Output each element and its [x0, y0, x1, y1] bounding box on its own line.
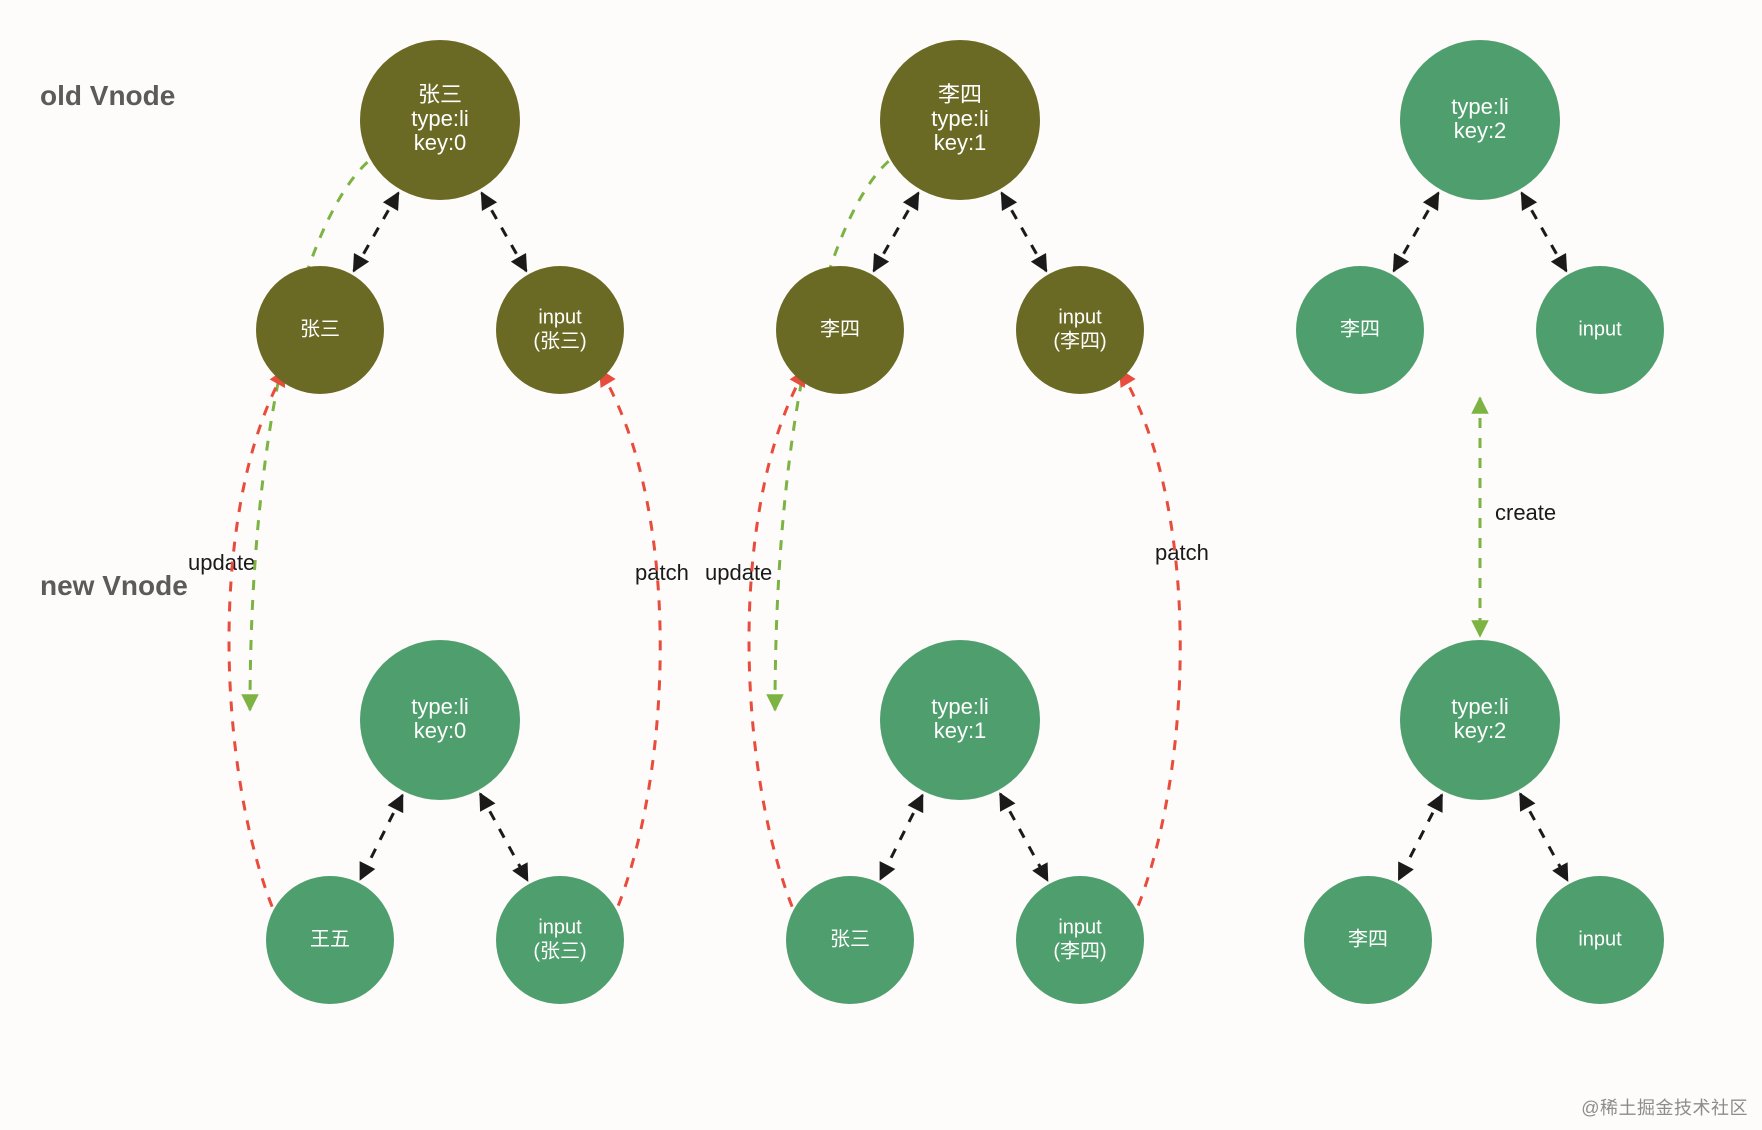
svg-text:李四: 李四 — [820, 317, 860, 340]
svg-text:key:0: key:0 — [414, 718, 467, 743]
svg-text:type:li: type:li — [411, 106, 468, 131]
svg-text:key:2: key:2 — [1454, 718, 1507, 743]
svg-text:张三: 张三 — [830, 927, 870, 950]
svg-text:(张三): (张三) — [533, 939, 586, 962]
svg-text:input: input — [1058, 916, 1102, 938]
svg-text:type:li: type:li — [931, 106, 988, 131]
svg-text:(李四): (李四) — [1053, 939, 1106, 962]
svg-text:(李四): (李四) — [1053, 329, 1106, 352]
svg-text:input: input — [1058, 306, 1102, 328]
svg-text:input: input — [538, 916, 582, 938]
svg-text:input: input — [1578, 928, 1622, 950]
svg-text:type:li: type:li — [931, 694, 988, 719]
svg-text:type:li: type:li — [1451, 694, 1508, 719]
svg-text:key:0: key:0 — [414, 130, 467, 155]
svg-text:王五: 王五 — [310, 928, 350, 950]
svg-text:type:li: type:li — [1451, 94, 1508, 119]
svg-text:(张三): (张三) — [533, 329, 586, 352]
svg-text:李四: 李四 — [1340, 317, 1380, 340]
svg-text:李四: 李四 — [938, 82, 982, 107]
svg-text:key:1: key:1 — [934, 718, 987, 743]
svg-text:张三: 张三 — [418, 82, 462, 107]
svg-text:input: input — [1578, 318, 1622, 340]
svg-text:input: input — [538, 306, 582, 328]
svg-text:type:li: type:li — [411, 694, 468, 719]
vnode-diff-diagram: 张三type:likey:0张三input(张三)type:likey:0王五i… — [0, 0, 1762, 1130]
svg-text:张三: 张三 — [300, 317, 340, 340]
svg-text:key:2: key:2 — [1454, 118, 1507, 143]
svg-text:李四: 李四 — [1348, 927, 1388, 950]
svg-text:key:1: key:1 — [934, 130, 987, 155]
